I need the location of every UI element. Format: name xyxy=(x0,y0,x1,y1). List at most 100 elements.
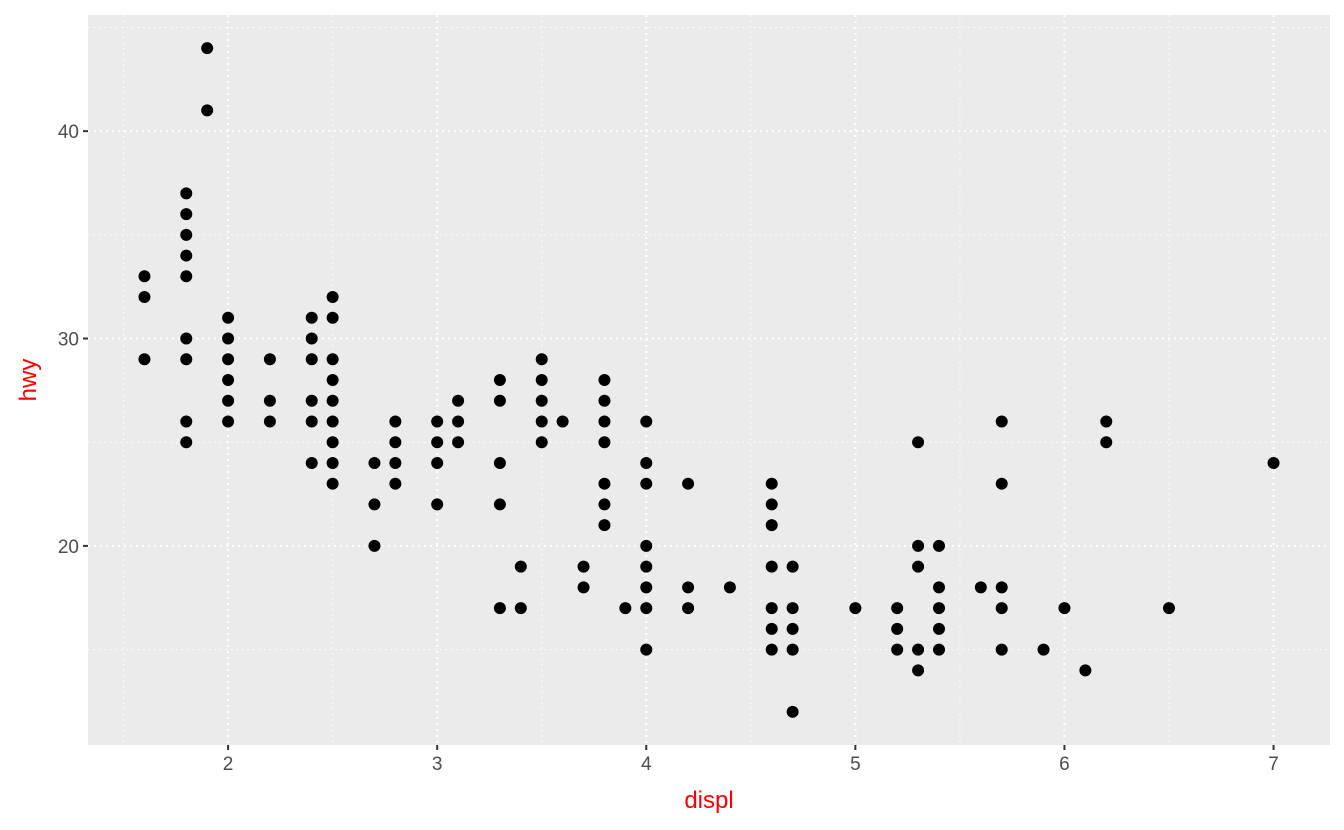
data-point xyxy=(933,622,945,635)
data-point xyxy=(535,374,548,386)
data-point xyxy=(535,436,548,449)
data-point xyxy=(765,602,778,615)
data-point xyxy=(222,332,235,345)
data-point xyxy=(389,456,402,469)
data-point xyxy=(598,415,611,428)
data-point xyxy=(577,581,590,594)
data-point xyxy=(326,353,339,366)
data-point xyxy=(138,353,151,366)
data-point xyxy=(640,477,653,490)
data-point xyxy=(138,270,151,283)
data-point xyxy=(263,394,276,407)
data-point xyxy=(180,249,193,262)
data-point xyxy=(222,311,235,324)
data-point xyxy=(933,581,945,594)
data-point xyxy=(786,560,799,573)
x-tick-label: 6 xyxy=(1059,754,1070,775)
data-point xyxy=(765,560,778,573)
data-point xyxy=(849,602,862,615)
data-point xyxy=(180,228,193,241)
data-point xyxy=(912,560,925,573)
data-point xyxy=(765,477,778,490)
x-tick-label: 3 xyxy=(432,754,443,775)
y-axis-title: hwy xyxy=(15,359,42,402)
y-tick-label: 20 xyxy=(58,537,79,558)
data-point xyxy=(765,519,778,532)
data-point xyxy=(263,415,276,428)
x-axis-title: displ xyxy=(684,787,733,814)
data-point xyxy=(263,353,276,366)
data-point xyxy=(598,436,611,449)
data-point xyxy=(891,643,904,656)
y-tick-label: 40 xyxy=(58,122,79,143)
plot-panel xyxy=(88,15,1330,745)
data-point xyxy=(682,581,695,594)
data-point xyxy=(368,498,381,511)
data-point xyxy=(305,353,318,366)
data-point xyxy=(1163,602,1175,615)
data-point xyxy=(222,374,235,386)
data-point xyxy=(180,270,193,283)
data-point xyxy=(1058,602,1071,615)
data-point xyxy=(577,560,590,573)
x-tick-label: 2 xyxy=(223,754,234,775)
data-point xyxy=(452,415,465,428)
data-point xyxy=(493,456,506,469)
data-point xyxy=(786,705,799,718)
data-point xyxy=(765,622,778,635)
data-point xyxy=(326,456,339,469)
data-point xyxy=(326,436,339,449)
data-point xyxy=(995,477,1008,490)
x-tick-label: 7 xyxy=(1268,754,1279,775)
data-point xyxy=(912,643,925,656)
data-point xyxy=(431,436,444,449)
data-point xyxy=(912,436,925,449)
data-point xyxy=(556,415,569,428)
data-point xyxy=(765,498,778,511)
data-point xyxy=(493,498,506,511)
data-point xyxy=(368,539,381,552)
data-point xyxy=(452,394,465,407)
data-point xyxy=(765,643,778,656)
data-point xyxy=(514,602,527,615)
data-point xyxy=(640,456,653,469)
data-point xyxy=(493,374,506,386)
data-point xyxy=(326,291,339,304)
data-point xyxy=(180,436,193,449)
data-point xyxy=(995,643,1008,656)
data-point xyxy=(933,602,945,615)
data-point xyxy=(305,394,318,407)
data-point xyxy=(640,643,653,656)
data-point xyxy=(1267,456,1280,469)
data-point xyxy=(180,415,193,428)
data-point xyxy=(535,394,548,407)
data-point xyxy=(786,602,799,615)
data-point xyxy=(326,311,339,324)
data-point xyxy=(786,622,799,635)
data-point xyxy=(1079,664,1092,677)
data-point xyxy=(305,456,318,469)
data-point xyxy=(1100,436,1113,449)
data-point xyxy=(493,394,506,407)
y-tick-label: 30 xyxy=(58,330,79,351)
data-point xyxy=(933,539,945,552)
data-point xyxy=(222,353,235,366)
data-point xyxy=(619,602,632,615)
data-points xyxy=(138,42,1280,718)
data-point xyxy=(452,436,465,449)
data-point xyxy=(598,477,611,490)
x-tick-label: 5 xyxy=(850,754,861,775)
data-point xyxy=(995,581,1008,594)
data-point xyxy=(640,602,653,615)
data-point xyxy=(682,477,695,490)
data-point xyxy=(389,436,402,449)
data-point xyxy=(786,643,799,656)
data-point xyxy=(535,353,548,366)
data-point xyxy=(912,539,925,552)
data-point xyxy=(305,415,318,428)
data-point xyxy=(389,415,402,428)
data-point xyxy=(974,581,987,594)
grid-lines xyxy=(88,15,1330,745)
data-point xyxy=(326,415,339,428)
